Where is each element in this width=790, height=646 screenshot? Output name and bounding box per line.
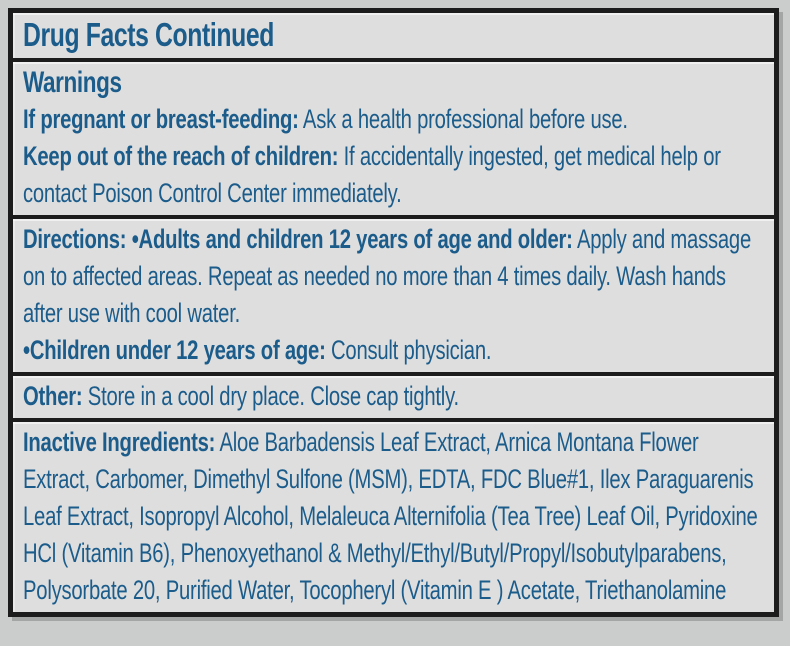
warnings-children-label: Keep out of the reach of children: xyxy=(23,141,339,171)
warnings-section: Warnings If pregnant or breast-feeding: … xyxy=(13,62,774,219)
directions-under12-label: •Children under 12 years of age: xyxy=(23,335,326,365)
warnings-heading: Warnings xyxy=(23,66,122,99)
directions-adults-text: Apply and massage on to affected areas. … xyxy=(23,224,752,328)
other-label: Other: xyxy=(23,381,83,411)
directions-under12-text: Consult physician. xyxy=(325,335,492,365)
warnings-pregnancy-label: If pregnant or breast-feeding: xyxy=(23,104,299,134)
inactive-ingredients-section: Inactive Ingredients: Aloe Barbadensis L… xyxy=(13,422,774,612)
other-paragraph: Other: Store in a cool dry place. Close … xyxy=(23,378,764,415)
inactive-ingredients-text: Aloe Barbadensis Leaf Extract, Arnica Mo… xyxy=(23,427,758,605)
other-text: Store in a cool dry place. Close cap tig… xyxy=(82,381,459,411)
inactive-ingredients-paragraph: Inactive Ingredients: Aloe Barbadensis L… xyxy=(23,424,764,609)
warnings-children-paragraph: Keep out of the reach of children: If ac… xyxy=(23,138,764,212)
other-section: Other: Store in a cool dry place. Close … xyxy=(13,376,774,422)
warnings-pregnancy-text: Ask a health professional before use. xyxy=(298,104,628,134)
directions-under12-paragraph: •Children under 12 years of age: Consult… xyxy=(23,332,764,369)
drug-facts-title: Drug Facts Continued xyxy=(23,16,275,53)
warnings-pregnancy-paragraph: If pregnant or breast-feeding: Ask a hea… xyxy=(23,101,764,138)
warnings-children-text: If accidentally ingested, get medical he… xyxy=(23,141,721,208)
directions-section: Directions: •Adults and children 12 year… xyxy=(13,219,774,376)
inactive-ingredients-label: Inactive Ingredients: xyxy=(23,427,216,457)
drug-facts-label: Drug Facts Continued Warnings If pregnan… xyxy=(8,8,779,617)
directions-adults-paragraph: Directions: •Adults and children 12 year… xyxy=(23,221,764,332)
directions-adults-label: Directions: •Adults and children 12 year… xyxy=(23,224,573,254)
drug-facts-header: Drug Facts Continued xyxy=(13,13,774,62)
